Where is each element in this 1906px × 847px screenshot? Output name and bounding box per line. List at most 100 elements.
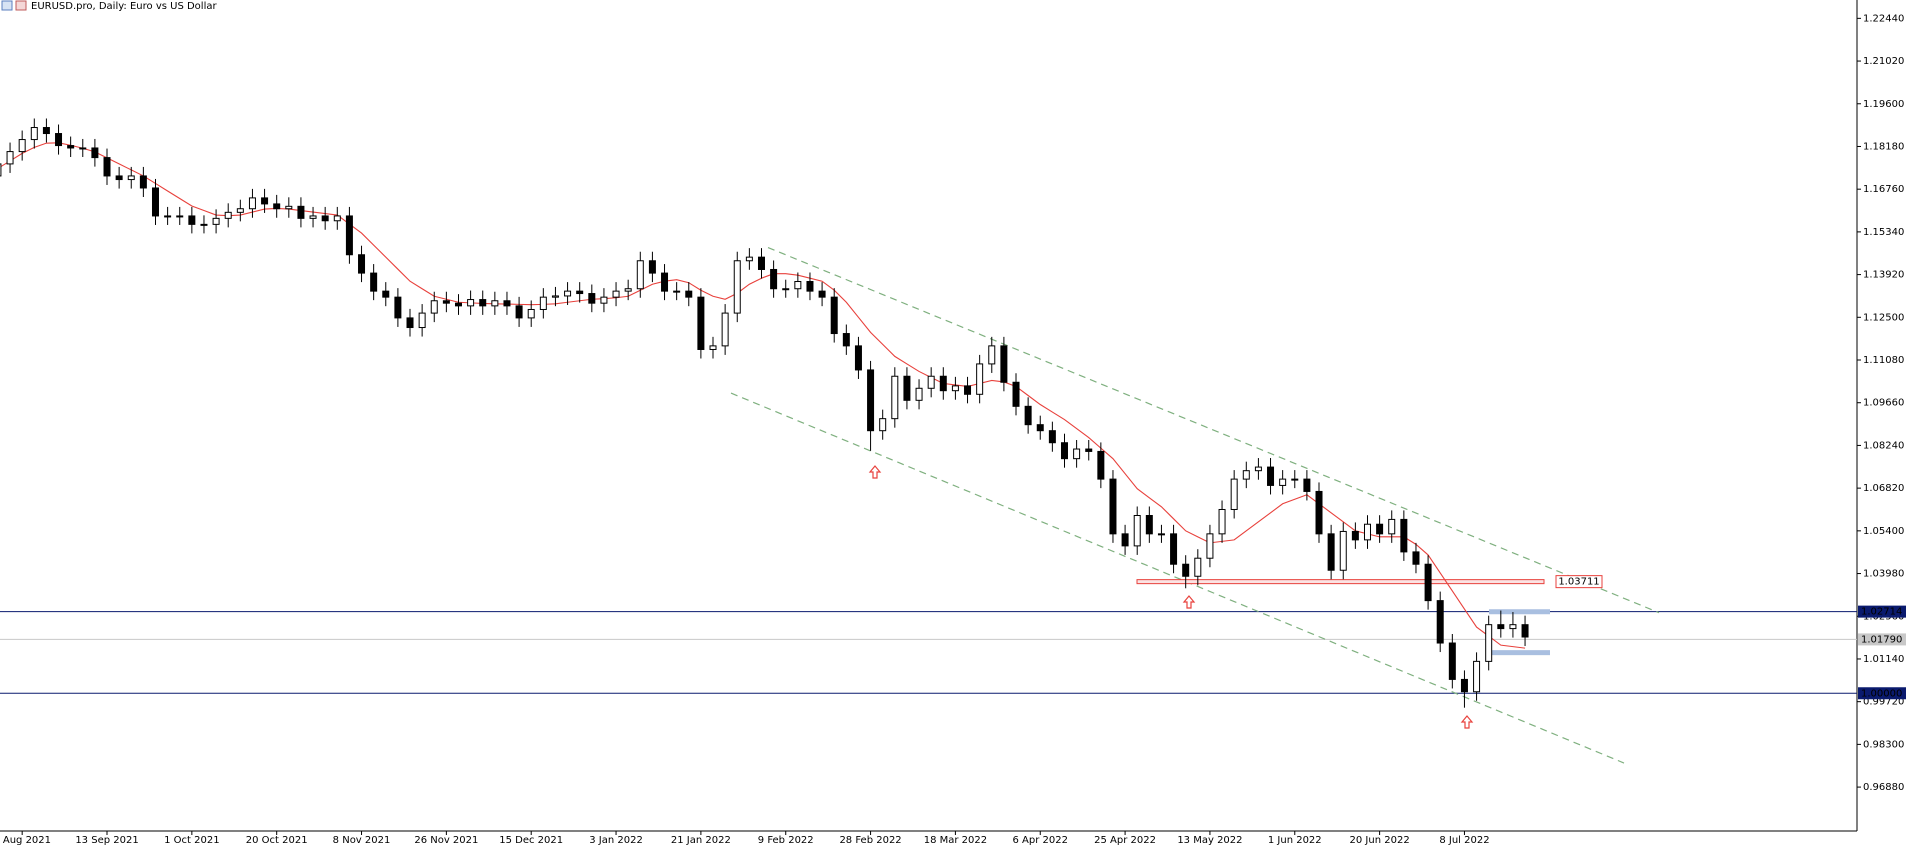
candle-body xyxy=(1000,345,1008,383)
y-tick-label: 0.96880 xyxy=(1863,782,1904,793)
candle-body xyxy=(297,205,305,219)
y-tick-label: 1.03980 xyxy=(1863,569,1904,580)
timeframe-icon xyxy=(15,0,27,11)
candle-body xyxy=(1303,478,1311,492)
x-tick-label: 18 Mar 2022 xyxy=(924,835,987,846)
x-tick-label: 8 Nov 2021 xyxy=(333,835,391,846)
chart-title: EURUSD.pro, Daily: Euro vs US Dollar xyxy=(31,1,217,12)
candle-body xyxy=(1121,533,1129,547)
candle-body xyxy=(854,345,862,371)
candle-body xyxy=(1339,530,1347,571)
candle-body xyxy=(1327,533,1335,571)
candle-body xyxy=(176,215,184,218)
symbol-icon xyxy=(1,0,13,11)
range-zone xyxy=(1489,650,1550,656)
candle-body xyxy=(67,145,75,149)
price-label: 1.00000 xyxy=(1861,688,1902,699)
candle-body xyxy=(321,215,329,222)
candle-body xyxy=(333,215,341,222)
candle-body xyxy=(576,290,584,295)
y-tick-label: 1.12500 xyxy=(1863,312,1904,323)
candle-body xyxy=(151,187,159,217)
candle-body xyxy=(1024,405,1032,426)
y-tick-label: 0.99720 xyxy=(1863,697,1904,708)
candle-body xyxy=(1376,523,1384,535)
price-label-box xyxy=(1858,633,1906,646)
x-tick-label: 6 Apr 2022 xyxy=(1013,835,1068,846)
x-tick-label: 9 Feb 2022 xyxy=(758,835,814,846)
candle-body xyxy=(915,387,923,401)
y-tick-label: 1.01140 xyxy=(1863,654,1904,665)
candle-body xyxy=(1206,533,1214,559)
candle-body xyxy=(600,296,608,304)
candle-body xyxy=(527,308,535,319)
candle-body xyxy=(964,385,972,395)
y-tick-label: 1.13920 xyxy=(1863,270,1904,281)
y-tick-label: 1.16760 xyxy=(1863,184,1904,195)
candle-body xyxy=(1497,624,1505,630)
x-tick-label: 5 Aug 2021 xyxy=(0,835,51,846)
candle-body xyxy=(309,215,317,219)
candle-body xyxy=(867,369,875,432)
x-tick-label: 1 Oct 2021 xyxy=(164,835,219,846)
y-tick-label: 1.21020 xyxy=(1863,56,1904,67)
candle-body xyxy=(406,317,414,329)
candle-body xyxy=(382,290,390,298)
candle-body xyxy=(370,272,378,292)
candle-body xyxy=(224,211,232,219)
candle-body xyxy=(515,305,523,319)
y-tick-label: 1.19600 xyxy=(1863,99,1904,110)
candle-body xyxy=(1279,478,1287,486)
candle-body xyxy=(1473,660,1481,693)
arrow xyxy=(1460,715,1474,729)
candle-body xyxy=(733,260,741,314)
candle-body xyxy=(1400,518,1408,553)
candle-body xyxy=(1036,424,1044,432)
candle-body xyxy=(648,260,656,274)
candle-body xyxy=(770,268,778,290)
x-tick-label: 20 Jun 2022 xyxy=(1350,835,1410,846)
price-label-box xyxy=(1858,687,1906,700)
candle-body xyxy=(721,312,729,347)
candle-body xyxy=(539,296,547,310)
candle-body xyxy=(30,127,38,141)
candle-body xyxy=(939,375,947,392)
x-tick-label: 3 Jan 2022 xyxy=(589,835,643,846)
channel-line xyxy=(730,392,1625,764)
candle-body xyxy=(806,281,814,292)
candle-body xyxy=(0,163,2,177)
candle-body xyxy=(236,208,244,213)
candle-body xyxy=(442,300,450,304)
candle-body xyxy=(1388,518,1396,535)
y-tick-label: 1.15340 xyxy=(1863,227,1904,238)
candle-body xyxy=(491,300,499,307)
candle-body xyxy=(879,418,887,432)
y-tick-label: 1.22440 xyxy=(1863,13,1904,24)
arrow xyxy=(1182,595,1196,609)
candle-body xyxy=(418,312,426,329)
price-label: 1.02714 xyxy=(1861,607,1902,618)
candle-body xyxy=(358,254,366,274)
candle-body xyxy=(1351,530,1359,541)
level-label-box xyxy=(1555,575,1603,589)
candle-body xyxy=(1060,442,1068,460)
candle-body xyxy=(164,215,172,218)
x-tick-label: 13 May 2022 xyxy=(1177,835,1242,846)
candle-body xyxy=(394,296,402,319)
candle-body xyxy=(6,151,14,165)
candle-body xyxy=(745,256,753,262)
candle-body xyxy=(1194,557,1202,577)
candle-body xyxy=(661,272,669,292)
candle-body xyxy=(1157,533,1165,536)
candle-body xyxy=(103,157,111,177)
candle-body xyxy=(454,302,462,307)
candle-body xyxy=(345,215,353,256)
x-tick-label: 15 Dec 2021 xyxy=(499,835,563,846)
y-tick-label: 1.11080 xyxy=(1863,355,1904,366)
candle-body xyxy=(1012,381,1020,407)
candle-body xyxy=(891,375,899,420)
y-tick-label: 1.08240 xyxy=(1863,440,1904,451)
candle-body xyxy=(842,333,850,347)
candle-body xyxy=(1170,533,1178,565)
candle-body xyxy=(1242,470,1250,480)
